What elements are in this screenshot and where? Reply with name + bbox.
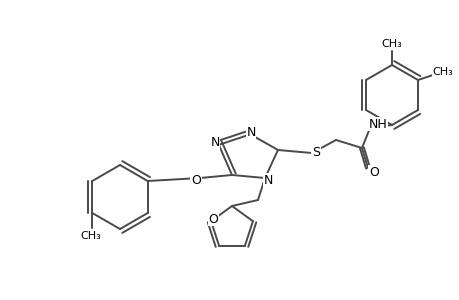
Text: CH₃: CH₃: [80, 231, 101, 241]
Text: NH: NH: [368, 118, 386, 130]
Text: S: S: [311, 146, 319, 160]
Text: O: O: [368, 166, 378, 178]
Text: CH₃: CH₃: [381, 39, 402, 49]
Text: CH₃: CH₃: [431, 67, 453, 77]
Text: N: N: [246, 127, 255, 140]
Text: N: N: [263, 173, 272, 187]
Text: O: O: [190, 173, 201, 187]
Text: O: O: [207, 213, 218, 226]
Text: N: N: [210, 136, 219, 149]
